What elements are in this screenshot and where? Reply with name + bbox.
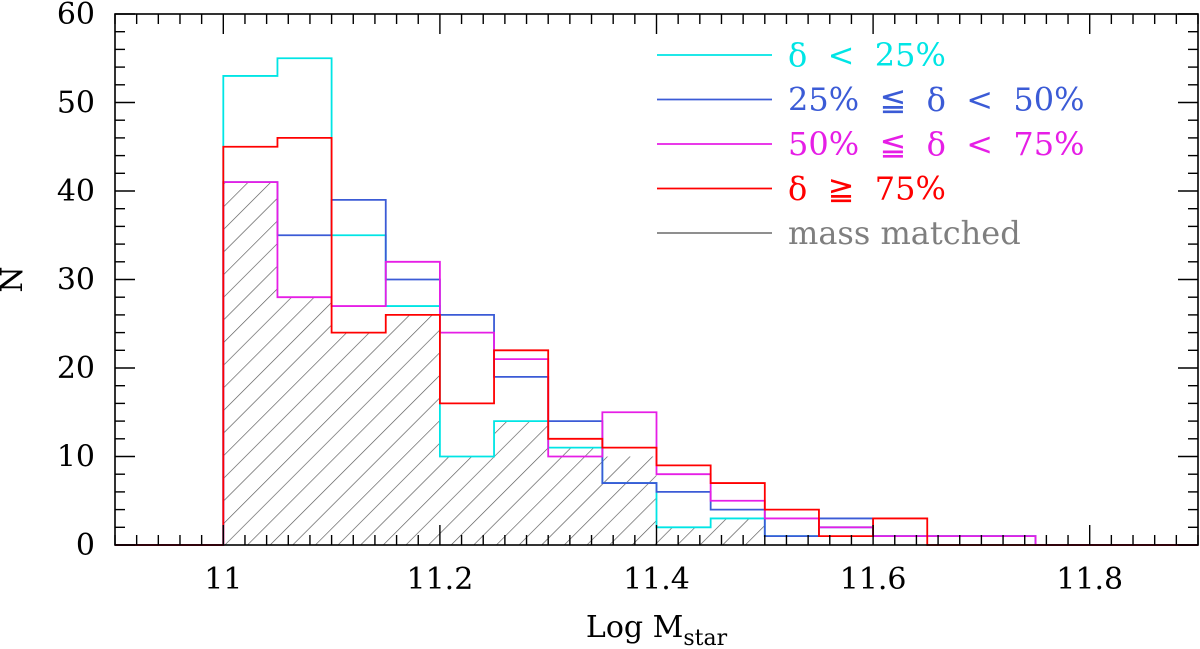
x-tick-label: 11.6 [840,562,907,597]
y-tick-label: 10 [57,440,95,475]
axis-ticks [114,13,1199,546]
y-axis-title: N [0,266,30,292]
x-axis-title-subscript: star [683,626,727,649]
tick-labels: 11 11.2 11.4 11.6 11.8 0 10 20 30 40 50 60 [57,0,1123,597]
legend-label-mass-matched: mass matched [788,214,1021,252]
mass-matched-hatched-area [223,182,1036,545]
y-tick-label: 20 [57,351,95,386]
legend-label-50-delta-75-: 50% ≦ δ < 75% [788,125,1085,163]
y-tick-label: 30 [57,263,95,298]
legend: δ < 25% 25% ≦ δ < 50% 50% ≦ δ < 75% δ ≧ 75%… [657,36,1085,252]
y-tick-label: 0 [76,528,95,563]
y-tick-label: 50 [57,86,95,121]
y-tick-label: 60 [57,0,95,32]
hatch-fill-mass-matched [223,182,1036,545]
legend-label-delta-75-: δ ≧ 75% [788,170,946,208]
x-tick-label: 11.2 [407,562,474,597]
x-tick-label: 11.4 [623,562,690,597]
plot-frame [114,13,1199,546]
legend-label-delta-25-: δ < 25% [788,36,946,74]
x-axis-title-main: Log M [586,610,683,645]
legend-label-25-delta-50-: 25% ≦ δ < 50% [788,81,1085,119]
x-tick-label: 11.8 [1056,562,1123,597]
x-tick-label: 11 [204,562,242,597]
y-tick-label: 40 [57,174,95,209]
x-axis-title: Log Mstar [586,610,728,649]
step-line-delta-75- [115,137,1198,546]
